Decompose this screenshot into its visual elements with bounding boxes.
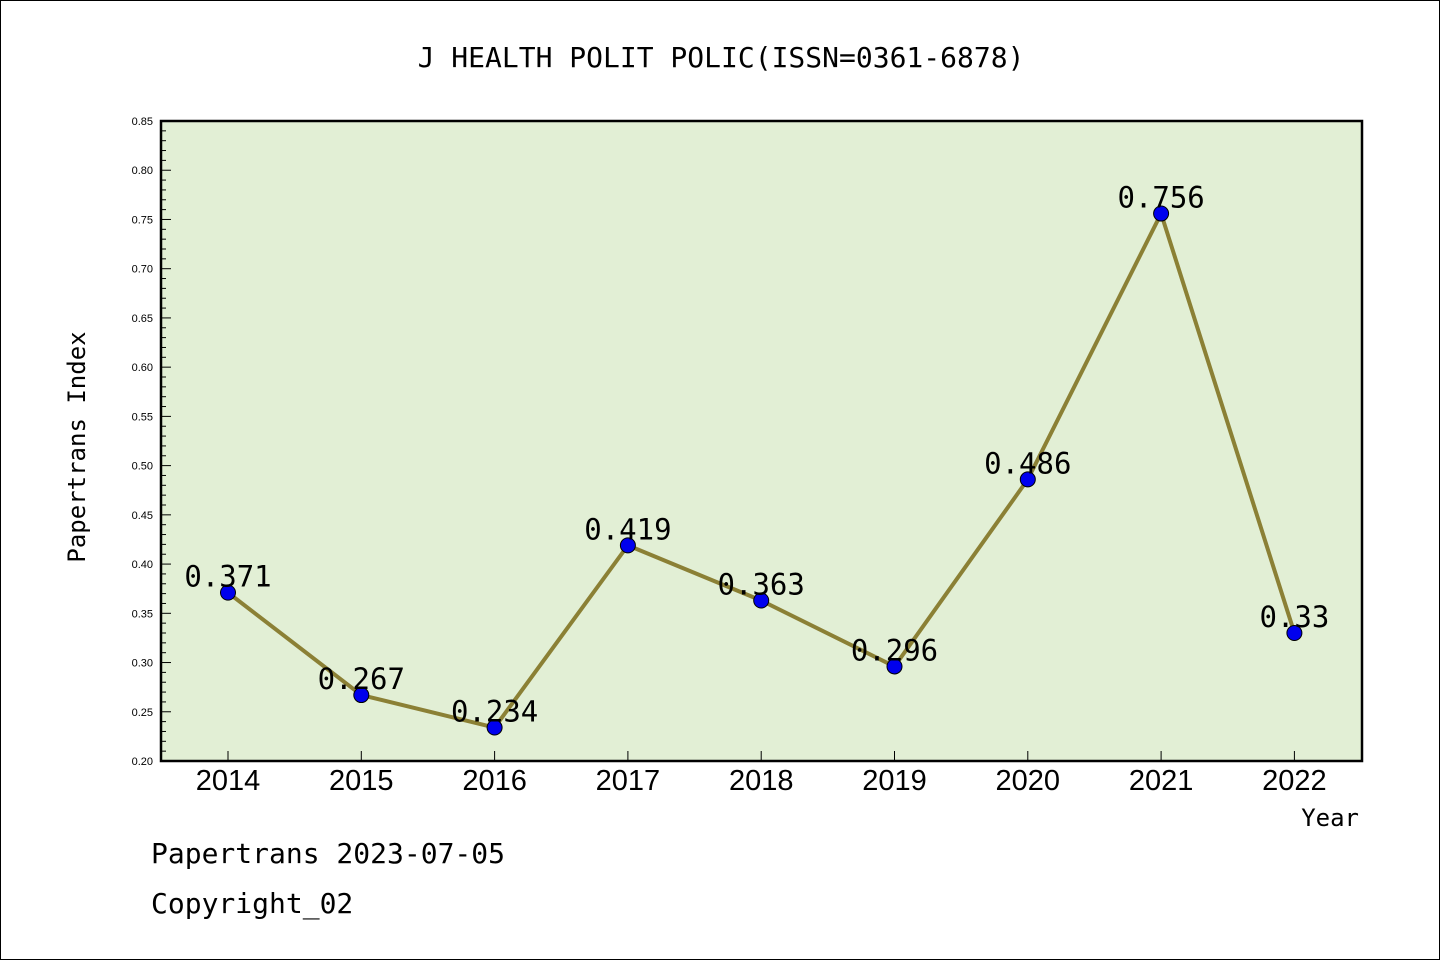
data-point-marker [1153,205,1170,222]
data-point-marker [220,584,236,601]
y-tick-label: 0.55 [132,411,153,423]
x-tick-label: 2022 [1262,765,1327,797]
data-point-marker [753,592,770,609]
y-axis: 0.20 0.25 0.30 0.35 0.40 0.45 0.50 0.55 0.60 0.65… [132,116,171,768]
data-point-marker [1019,471,1036,488]
y-axis-label: Papertrans Index [63,331,91,562]
x-tick-label: 2019 [862,765,927,797]
data-label: 0.267 [318,662,405,696]
y-tick-label: 0.40 [132,559,153,571]
y-tick-label: 0.30 [132,658,153,670]
data-label: 0.486 [984,446,1071,480]
footer-copyright-text: Copyright_02 [151,887,354,920]
x-tick-label: 2021 [1129,765,1194,797]
x-tick-label: 2020 [996,765,1061,797]
data-point-marker [1286,625,1303,641]
x-tick-label: 2015 [329,765,394,797]
chart-title: J HEALTH POLIT POLIC(ISSN=0361-6878) [418,41,1025,74]
x-tick-label: 2014 [196,765,261,797]
data-label: 0.419 [584,512,671,546]
data-label: 0.33 [1259,600,1329,634]
data-labels: 0.371 0.267 0.234 0.419 0.363 0.296 0.486 0.756… [184,181,1329,729]
plot-area [159,119,1364,763]
x-tick-label: 2016 [462,765,527,797]
data-point-marker [886,658,903,675]
y-tick-label: 0.85 [132,116,153,128]
data-point-marker [619,537,636,554]
y-tick-label: 0.75 [132,214,153,226]
y-tick-label: 0.65 [132,313,153,325]
footer-date-text: Papertrans 2023-07-05 [151,837,506,870]
y-tick-label: 0.20 [132,756,153,768]
data-label: 0.371 [184,560,271,594]
y-tick-label: 0.50 [132,461,153,473]
data-label: 0.234 [451,695,538,729]
data-point-marker [353,687,370,704]
data-label: 0.363 [718,568,805,602]
y-tick-label: 0.70 [132,264,153,276]
x-tick-label: 2017 [596,765,661,797]
data-point-marker [486,719,503,736]
x-axis-label: Year [1301,804,1359,832]
y-tick-label: 0.80 [132,165,153,177]
x-tick-label: 2018 [729,765,794,797]
x-axis: 2014 2015 2016 2017 2018 2019 2020 2021 2022 [196,751,1327,797]
y-tick-label: 0.45 [132,510,153,522]
data-label: 0.296 [851,633,938,667]
series-markers [220,205,1303,736]
data-label: 0.756 [1117,181,1204,215]
y-tick-label: 0.25 [132,707,153,719]
y-tick-label: 0.35 [132,608,153,620]
y-tick-label: 0.60 [132,362,153,374]
